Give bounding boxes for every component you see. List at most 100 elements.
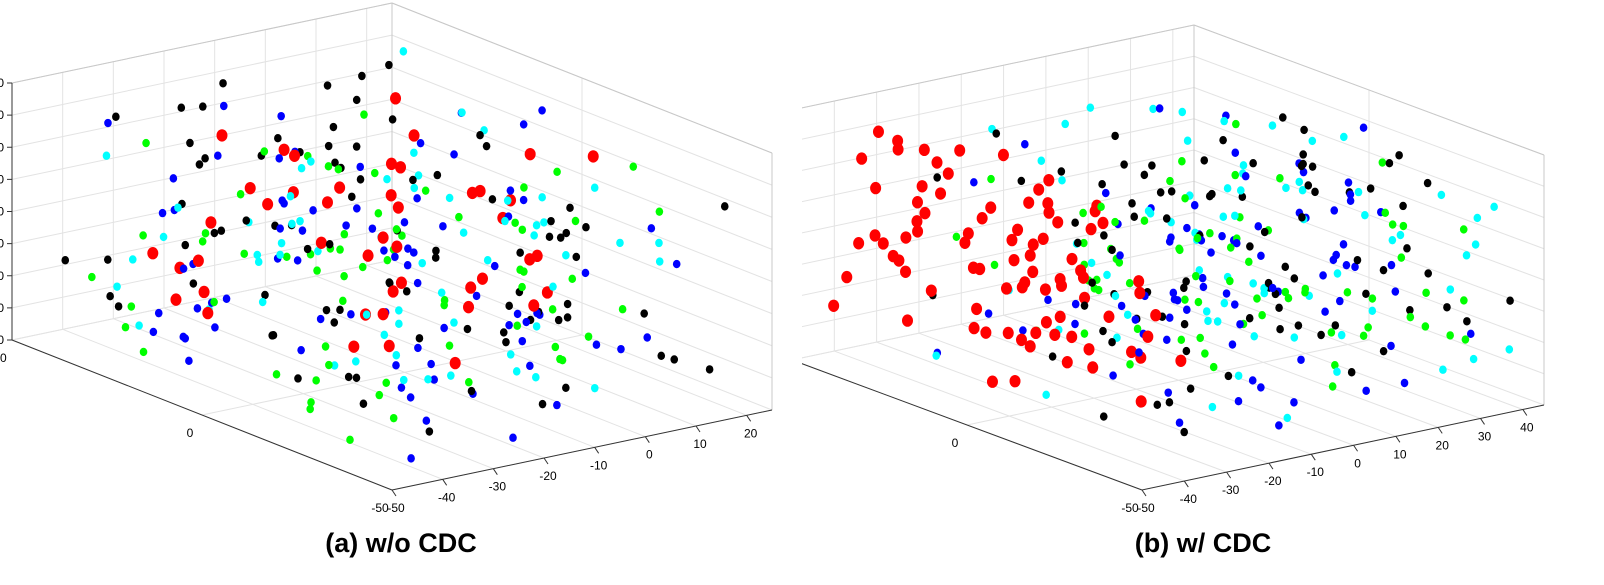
x-tick-label: 50 [0, 351, 7, 365]
red-point [1009, 374, 1021, 388]
green-point [321, 342, 330, 351]
y-tick-mark [1353, 444, 1358, 452]
blue-point [970, 178, 978, 187]
blue-point [154, 308, 163, 318]
black-point [1057, 167, 1066, 176]
black-point [1120, 160, 1128, 169]
cyan-point [1178, 107, 1187, 117]
green-point [1226, 276, 1234, 286]
y-tick-mark [1395, 436, 1401, 443]
black-point [1249, 159, 1257, 168]
red-point [980, 326, 992, 339]
cyan-point [512, 367, 521, 376]
blue-point [984, 309, 993, 318]
black-point [1275, 303, 1283, 312]
green-point [139, 347, 148, 357]
green-point [618, 305, 627, 314]
cyan-point [437, 288, 446, 297]
scatter-panel-a: -80 -60 -40 -20 0 20 40 60 80 -50 0 50 -50 -40 -30 -20 -… [0, 2, 773, 558]
blue-point [1170, 295, 1179, 304]
green-point [1226, 243, 1235, 252]
box-edge [1193, 24, 1545, 156]
cyan-point [1144, 206, 1153, 216]
green-point [1206, 229, 1214, 238]
cyan-point [1058, 176, 1066, 185]
black-point [1245, 314, 1254, 323]
black-point [554, 315, 563, 325]
red-point [912, 225, 924, 238]
green-point [629, 162, 638, 171]
blue-point [1222, 289, 1231, 298]
z-tick-label: -60 [0, 301, 4, 315]
green-point [324, 162, 333, 171]
red-point [1054, 273, 1066, 286]
red-point [262, 198, 274, 211]
green-point [520, 267, 528, 276]
green-point [1460, 296, 1468, 305]
red-point [1043, 206, 1055, 219]
blue-point [1071, 299, 1080, 309]
cyan-point [1220, 116, 1228, 126]
black-point [720, 202, 729, 211]
green-point [952, 232, 961, 241]
cyan-point [1042, 390, 1050, 399]
cyan-point [399, 375, 408, 385]
y-tick-label: -30 [1222, 483, 1240, 497]
cyan-point [1505, 345, 1514, 354]
red-point [900, 265, 912, 278]
y-tick-mark [1522, 409, 1528, 416]
red-point [1126, 345, 1138, 359]
cyan-point [445, 193, 454, 203]
red-point [918, 143, 930, 157]
blue-point [407, 454, 415, 463]
green-point [139, 231, 147, 240]
cyan-point [1250, 332, 1259, 341]
grid-line [802, 363, 1143, 491]
cyan-point [1471, 240, 1480, 249]
blue-point [581, 268, 590, 278]
black-point [323, 81, 332, 90]
green-point [340, 230, 349, 239]
green-point [1196, 333, 1205, 343]
green-point [121, 323, 130, 332]
cyan-point [1333, 367, 1341, 376]
cyan-point [1249, 279, 1257, 288]
green-point [1231, 170, 1240, 180]
blue-point [1400, 378, 1409, 388]
cyan-point [113, 282, 121, 291]
red-point [1027, 238, 1039, 251]
green-point [518, 282, 526, 292]
black-point [547, 216, 555, 226]
black-point [358, 71, 366, 81]
blue-point [1241, 172, 1250, 181]
cyan-point [532, 373, 540, 382]
cyan-point [1037, 156, 1046, 165]
black-point [582, 223, 590, 232]
cyan-point [1149, 104, 1157, 114]
black-point [1182, 346, 1191, 356]
red-point [1024, 249, 1036, 262]
cyan-point [159, 232, 168, 242]
blue-point [490, 261, 499, 271]
red-point [1037, 232, 1049, 245]
blue-point [1116, 251, 1124, 260]
green-point [511, 218, 519, 227]
z-tick-label: -40 [0, 269, 4, 283]
red-point [1054, 310, 1066, 324]
blue-point [1329, 255, 1338, 265]
black-point [1246, 242, 1254, 251]
green-point [1461, 335, 1470, 344]
cyan-point [307, 157, 315, 166]
blue-point [1071, 319, 1079, 329]
black-point [242, 216, 251, 225]
blue-point [1346, 190, 1355, 199]
red-point [392, 201, 404, 214]
green-point [389, 413, 398, 423]
red-point [976, 212, 988, 225]
y-axis-line [1141, 404, 1545, 491]
blue-point [450, 150, 458, 159]
black-point [1443, 303, 1451, 312]
black-point [563, 313, 572, 322]
cyan-point [258, 297, 267, 307]
blue-point [422, 416, 431, 425]
